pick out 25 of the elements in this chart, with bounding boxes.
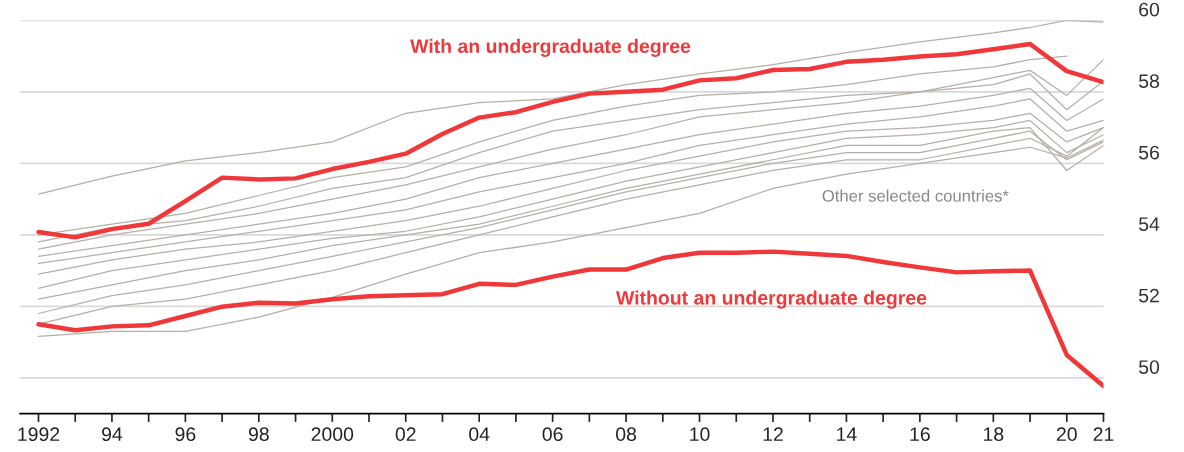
y-tick-label: 52 <box>1138 288 1159 303</box>
x-tick-label: 94 <box>102 427 123 442</box>
x-tick-label: 08 <box>616 427 637 442</box>
x-tick-label: 16 <box>910 427 930 442</box>
y-tick-label: 56 <box>1138 145 1159 160</box>
series-label: Without an undergraduate degree <box>615 290 927 309</box>
annotation: Other selected countries* <box>822 189 1009 202</box>
y-tick-label: 58 <box>1138 74 1159 88</box>
x-tick-label: 18 <box>983 427 1004 442</box>
x-tick-label: 20 <box>1056 427 1077 442</box>
y-tick-label: 60 <box>1139 2 1160 17</box>
x-tick-label: 96 <box>175 427 196 442</box>
x-tick-label: 21 <box>1093 427 1114 441</box>
y-tick-label: 50 <box>1138 360 1160 374</box>
x-tick-label: 14 <box>837 427 857 441</box>
y-tick-label: 54 <box>1138 217 1160 231</box>
x-tick-label: 06 <box>542 427 563 442</box>
x-tick-label: 02 <box>395 427 416 442</box>
series-label: With an undergraduate degree <box>410 38 691 57</box>
x-tick-label: 10 <box>690 427 710 442</box>
x-tick-label: 1992 <box>18 427 60 442</box>
x-tick-label: 12 <box>763 427 783 441</box>
x-tick-label: 98 <box>248 427 269 442</box>
x-tick-label: 2000 <box>311 427 354 442</box>
x-tick-label: 04 <box>469 427 490 442</box>
